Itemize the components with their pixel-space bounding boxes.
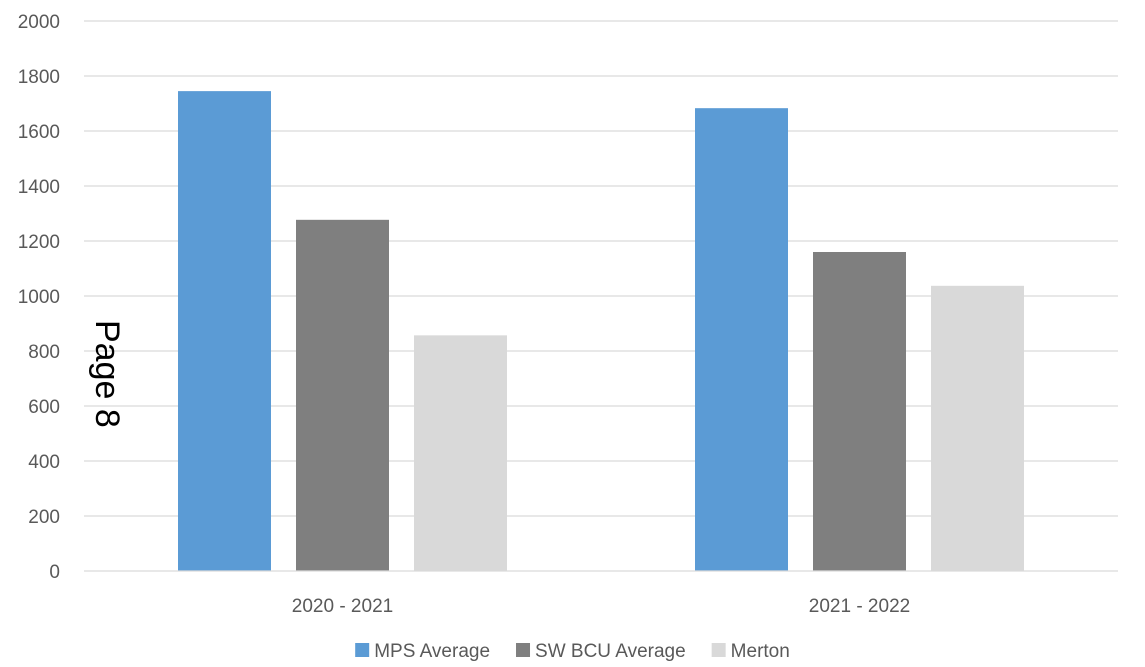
y-tick-label: 400 xyxy=(28,452,60,473)
page-stamp: Page 8 xyxy=(88,320,126,428)
legend-item: SW BCU Average xyxy=(516,641,686,662)
y-tick-label: 200 xyxy=(28,507,60,528)
y-tick-label: 800 xyxy=(28,342,60,363)
legend-label: MPS Average xyxy=(374,641,490,662)
y-tick-label: 1000 xyxy=(18,287,60,308)
y-tick-label: 0 xyxy=(49,562,60,583)
y-tick-label: 600 xyxy=(28,397,60,418)
y-tick-label: 1200 xyxy=(18,232,60,253)
y-axis-tick-labels: 0 200 400 600 800 1000 1200 1400 1600 1800 2000 xyxy=(18,12,60,583)
legend-swatch xyxy=(711,643,726,657)
legend-item: MPS Average xyxy=(355,641,490,662)
x-axis-category-labels: 2020 - 2021 2021 - 2022 xyxy=(292,596,910,617)
bar-mps-average-0 xyxy=(178,91,271,571)
y-tick-label: 1800 xyxy=(18,67,60,88)
legend-label: Merton xyxy=(731,641,790,662)
bar-merton-1 xyxy=(931,285,1024,571)
legend-swatch xyxy=(355,643,370,657)
bar-sw-bcu-average-1 xyxy=(813,252,906,571)
x-category-label: 2020 - 2021 xyxy=(292,596,393,617)
y-tick-label: 1600 xyxy=(18,122,60,143)
bar-merton-0 xyxy=(414,335,507,571)
y-tick-label: 1400 xyxy=(18,177,60,198)
bar-mps-average-1 xyxy=(695,108,788,572)
bar-sw-bcu-average-0 xyxy=(296,219,389,571)
x-category-label: 2021 - 2022 xyxy=(809,596,910,617)
legend-swatch xyxy=(516,643,531,657)
legend-label: SW BCU Average xyxy=(535,641,686,662)
y-tick-label: 2000 xyxy=(18,12,60,33)
bars xyxy=(178,91,1024,572)
legend: MPS Average SW BCU Average Merton xyxy=(355,641,790,662)
legend-item: Merton xyxy=(711,641,790,662)
